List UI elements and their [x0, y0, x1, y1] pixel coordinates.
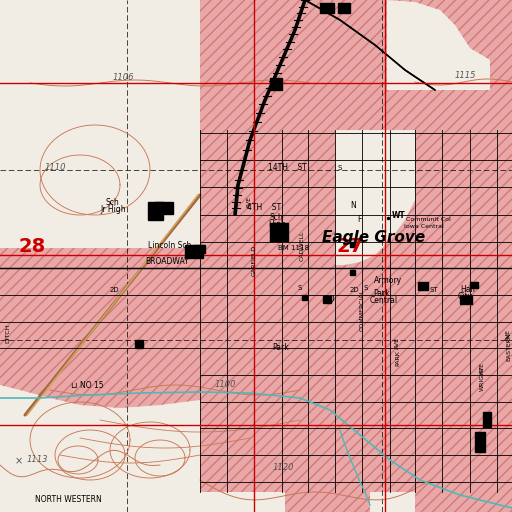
Text: S: S	[363, 285, 368, 291]
Text: PARK: PARK	[395, 350, 400, 366]
Text: PO: PO	[323, 295, 335, 304]
Text: BROADWAY: BROADWAY	[145, 257, 189, 266]
Text: 4TH    ST: 4TH ST	[247, 203, 281, 212]
Polygon shape	[335, 130, 415, 265]
Text: ⊔: ⊔	[70, 381, 76, 390]
Text: 1120: 1120	[273, 463, 294, 472]
Bar	[338, 3, 350, 13]
Text: WT: WT	[392, 211, 406, 220]
Text: Iowa Central: Iowa Central	[404, 224, 444, 229]
Text: Lincoln Sch: Lincoln Sch	[148, 241, 191, 250]
Text: ×: ×	[15, 456, 23, 466]
Text: DITCH: DITCH	[5, 324, 10, 343]
Text: Sch: Sch	[270, 213, 284, 222]
Text: Jr High: Jr High	[100, 205, 125, 214]
Text: 1110: 1110	[45, 163, 67, 172]
Bar	[270, 78, 282, 90]
Text: 27: 27	[336, 237, 363, 256]
Text: Eagle Grove: Eagle Grove	[322, 230, 425, 245]
Bar	[350, 242, 355, 247]
Text: Central: Central	[370, 296, 398, 305]
Bar	[272, 225, 286, 237]
Bar	[470, 282, 478, 288]
Polygon shape	[305, 0, 415, 130]
Bar	[185, 245, 203, 258]
Text: 28: 28	[18, 237, 45, 256]
Text: AVE: AVE	[247, 196, 252, 208]
Polygon shape	[387, 0, 512, 90]
Text: COMMERCIAL: COMMERCIAL	[360, 289, 365, 331]
Bar	[350, 270, 355, 275]
Polygon shape	[200, 130, 415, 400]
Polygon shape	[200, 0, 305, 130]
Text: F: F	[357, 215, 361, 224]
Bar	[323, 296, 331, 303]
Text: CADWELL: CADWELL	[300, 230, 305, 261]
Text: NORTH WESTERN: NORTH WESTERN	[35, 495, 102, 504]
Text: BM 1118: BM 1118	[278, 245, 309, 251]
Text: S: S	[298, 285, 303, 291]
Text: S: S	[337, 165, 342, 171]
Text: High: High	[268, 220, 286, 229]
Text: City: City	[458, 292, 473, 301]
Text: Park: Park	[272, 343, 289, 352]
Bar	[418, 282, 428, 290]
Text: 1113: 1113	[27, 455, 49, 464]
Bar	[155, 202, 173, 214]
Bar	[302, 295, 307, 300]
Text: Park: Park	[373, 289, 390, 298]
Text: 2D: 2D	[350, 287, 359, 293]
Text: AVE: AVE	[480, 362, 485, 374]
Text: AVE: AVE	[395, 337, 400, 349]
Text: 14TH    ST: 14TH ST	[268, 163, 307, 172]
Bar	[320, 3, 334, 13]
Polygon shape	[285, 475, 370, 512]
Text: Communit Col: Communit Col	[406, 217, 451, 222]
Polygon shape	[200, 400, 415, 492]
Text: AVE: AVE	[506, 329, 511, 341]
Text: ST: ST	[430, 287, 439, 293]
Text: 1100: 1100	[215, 380, 237, 389]
Bar	[148, 202, 163, 220]
Text: EASTERN: EASTERN	[506, 332, 511, 361]
Bar	[475, 432, 485, 452]
Text: Hall: Hall	[460, 285, 475, 294]
Bar	[460, 296, 472, 304]
Text: WRIGHT: WRIGHT	[480, 365, 485, 391]
Bar	[483, 412, 491, 427]
Polygon shape	[415, 90, 512, 512]
Bar	[270, 223, 288, 241]
Text: NO 15: NO 15	[80, 381, 103, 390]
Text: 1106: 1106	[113, 73, 135, 82]
Text: Sch: Sch	[106, 198, 120, 207]
Text: 1115: 1115	[455, 71, 477, 80]
Bar	[193, 245, 205, 253]
Text: GARFIELD: GARFIELD	[252, 245, 257, 276]
Text: Armory: Armory	[374, 276, 402, 285]
Polygon shape	[0, 248, 200, 408]
Bar	[135, 340, 143, 348]
Text: 2D: 2D	[110, 287, 120, 293]
Text: N: N	[350, 201, 356, 210]
